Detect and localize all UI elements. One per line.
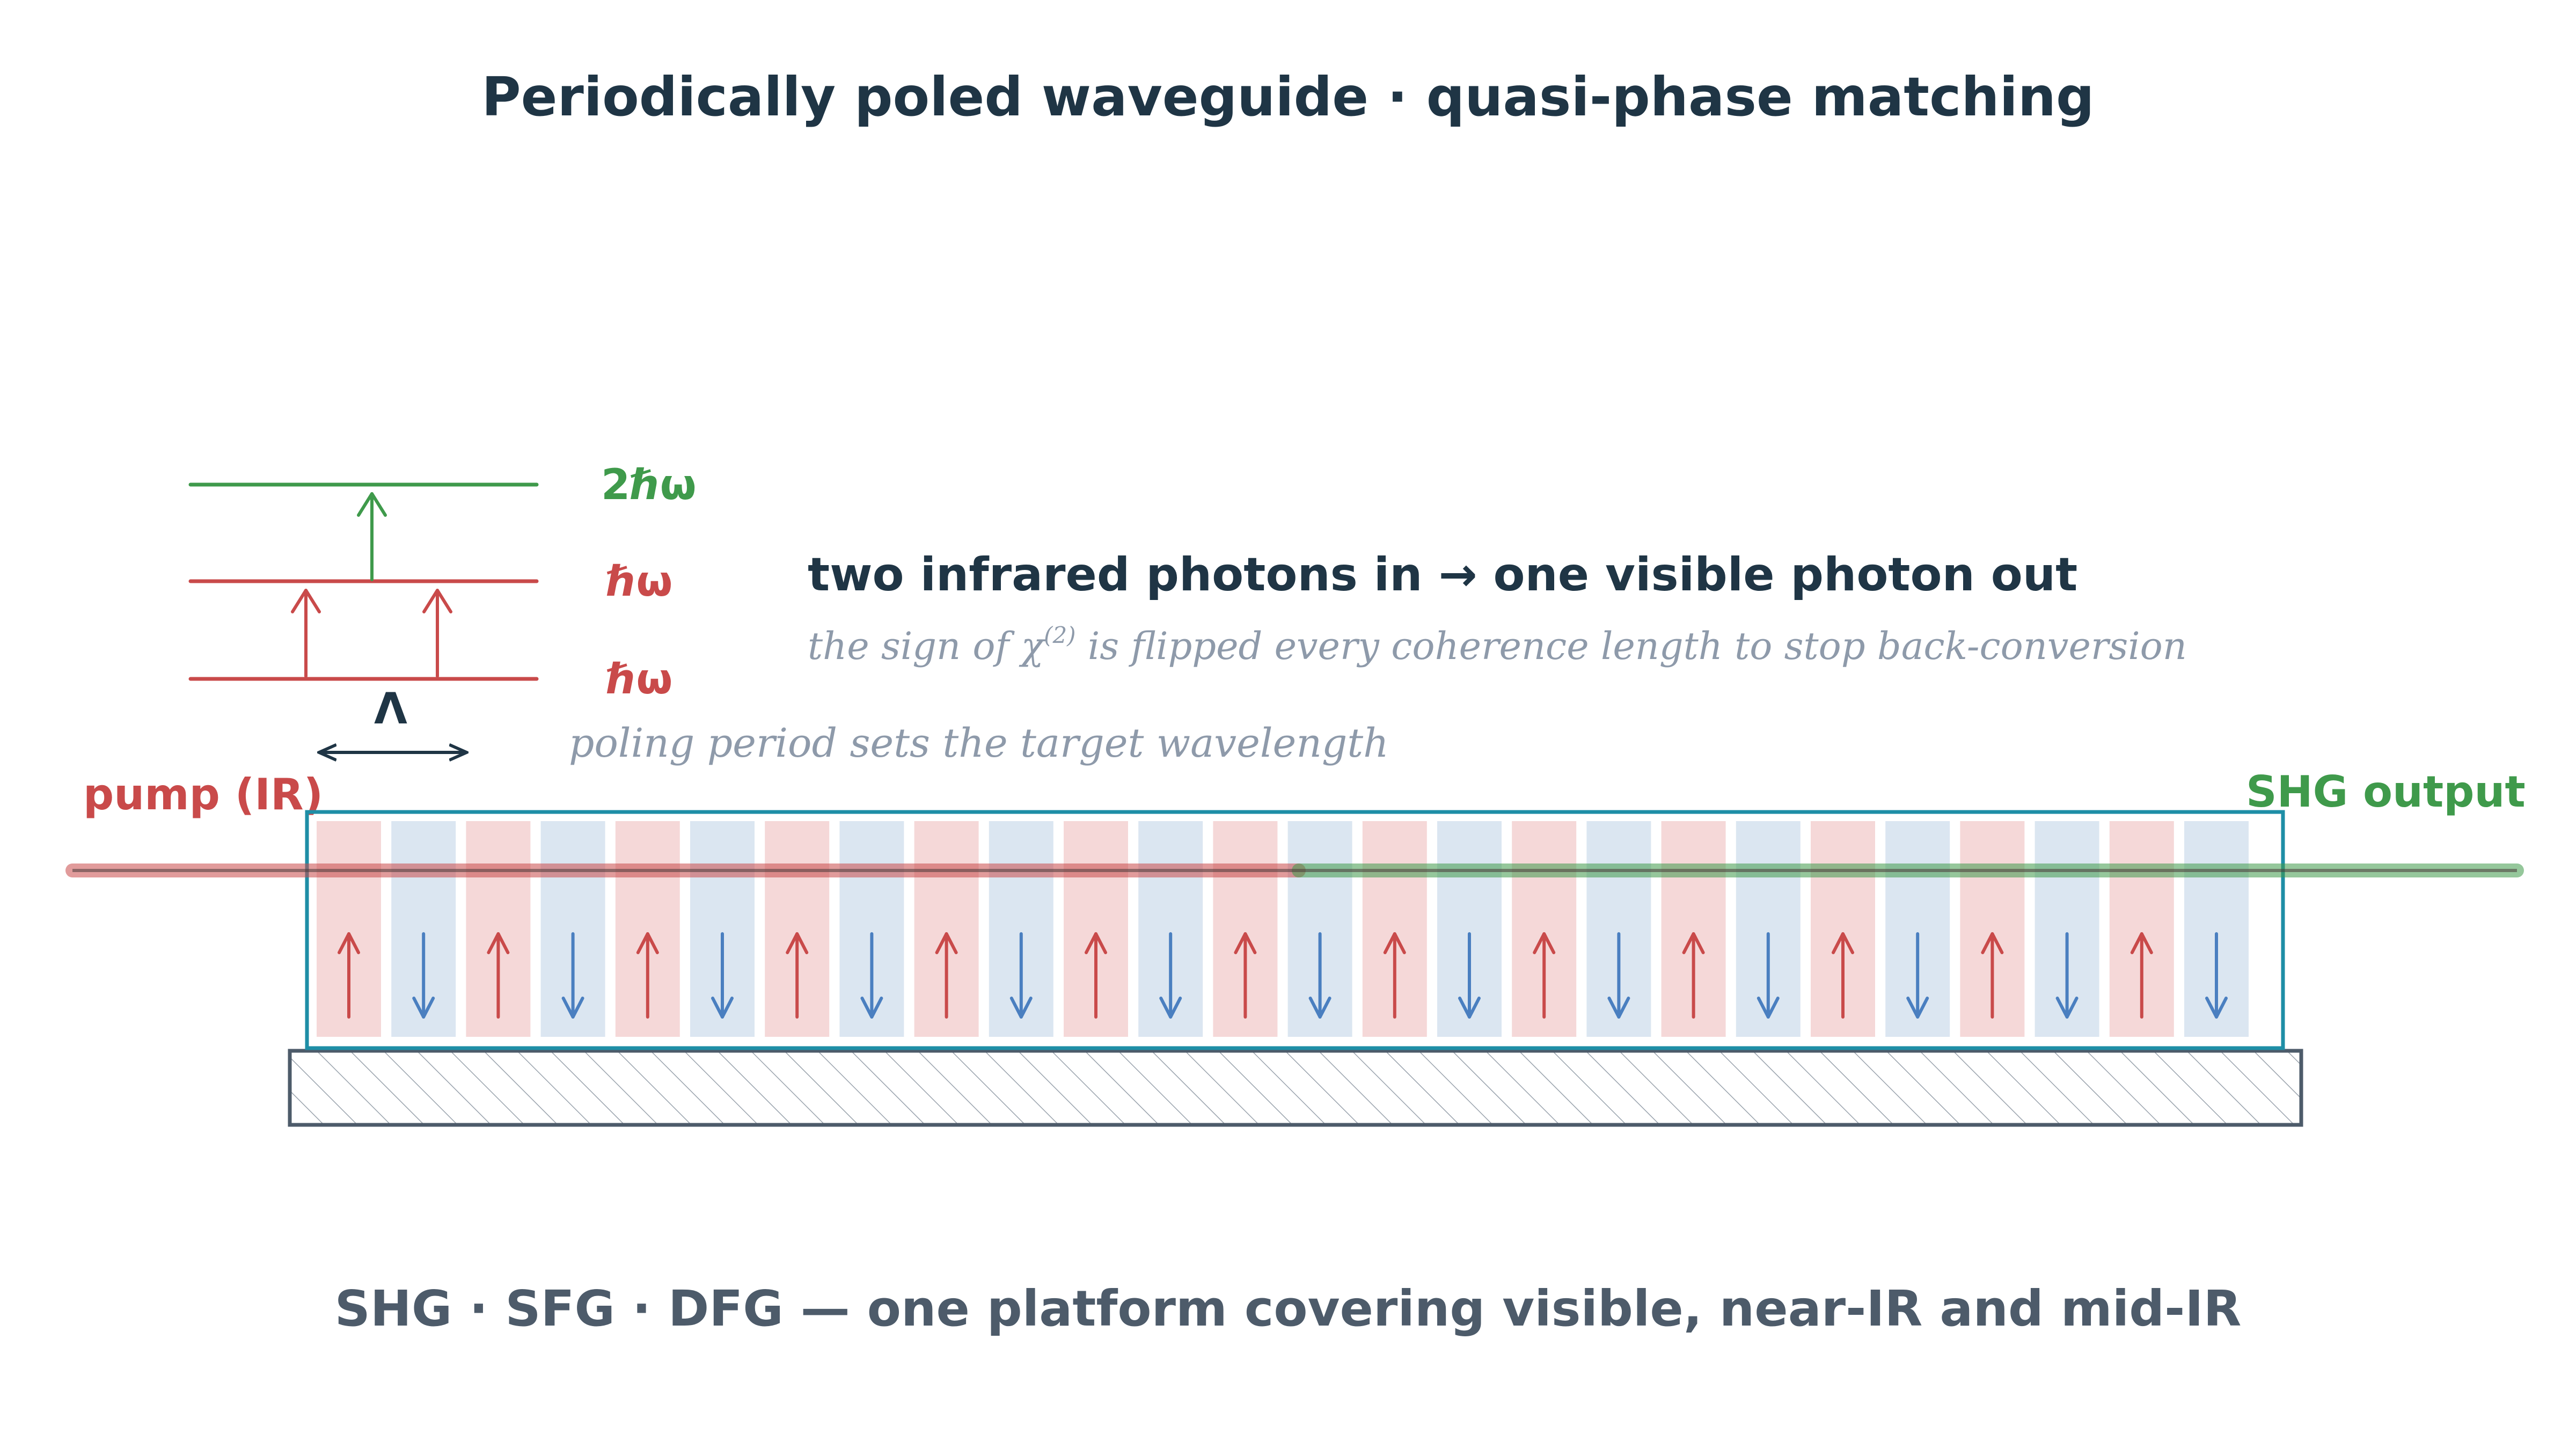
polarization-down-arrow — [1308, 932, 1331, 1019]
polarization-down-arrow — [1009, 932, 1033, 1019]
domain-down — [391, 821, 456, 1037]
domain-up — [615, 821, 680, 1037]
polarization-down-arrow — [412, 932, 435, 1019]
photon-arrow-ir-1 — [291, 589, 321, 678]
polarization-up-arrow — [935, 932, 958, 1019]
polarization-up-arrow — [1981, 932, 2004, 1019]
polarization-up-arrow — [1234, 932, 1257, 1019]
explanation-part-1: the sign of χ — [808, 624, 1046, 668]
domain-up — [1811, 821, 1875, 1037]
footer-caption: SHG · SFG · DFG — one platform covering … — [335, 1280, 2242, 1337]
diagram-title: Periodically poled waveguide · quasi-pha… — [481, 65, 2094, 128]
domain-down — [2184, 821, 2249, 1037]
polarization-up-arrow — [1085, 932, 1107, 1019]
explanation-part-2: is flipped every coherence length to sto… — [1076, 624, 2187, 668]
period-symbol: Λ — [374, 684, 407, 734]
polarization-up-arrow — [1682, 932, 1705, 1019]
poling-period-marker: Λ — [321, 684, 465, 752]
explanation-text: the sign of χ(2) is flipped every cohere… — [808, 622, 2187, 668]
polarization-down-arrow — [711, 932, 734, 1019]
domain-down — [839, 821, 904, 1037]
chi-superscript: (2) — [1044, 622, 1076, 648]
domain-up — [317, 821, 381, 1037]
domain-down — [1885, 821, 1950, 1037]
shg-output-label: SHG output — [2246, 767, 2526, 817]
polarization-up-arrow — [786, 932, 809, 1019]
domain-down — [989, 821, 1053, 1037]
domain-up — [1960, 821, 2025, 1037]
polarization-down-arrow — [1159, 932, 1182, 1019]
domain-up — [914, 821, 979, 1037]
polarization-down-arrow — [1607, 932, 1630, 1019]
level-label-2hw: 2ℏω — [601, 461, 697, 509]
energy-level-diagram: 2ℏω ℏω ℏω — [188, 461, 697, 704]
domain-up — [1362, 821, 1427, 1037]
domain-down — [540, 821, 605, 1037]
domain-up — [765, 821, 830, 1037]
domain-up — [2109, 821, 2174, 1037]
domain-up — [1213, 821, 1278, 1037]
polarization-down-arrow — [1757, 932, 1780, 1019]
polarization-down-arrow — [561, 932, 584, 1019]
polarization-up-arrow — [338, 932, 360, 1019]
domain-up — [1512, 821, 1577, 1037]
pump-label: pump (IR) — [83, 770, 323, 819]
headline-text: two infrared photons in → one visible ph… — [808, 548, 2077, 602]
waveguide-outline — [305, 810, 2285, 1050]
photon-arrow-visible — [357, 492, 387, 581]
period-caption: poling period sets the target wavelength — [569, 720, 1389, 766]
domain-down — [690, 821, 755, 1037]
polarization-up-arrow — [487, 932, 510, 1019]
poled-domains — [317, 821, 2249, 1037]
polarization-down-arrow — [860, 932, 883, 1019]
photon-arrow-ir-2 — [422, 589, 452, 678]
polarization-down-arrow — [2205, 932, 2228, 1019]
polarization-up-arrow — [1533, 932, 1556, 1019]
polarization-up-arrow — [636, 932, 659, 1019]
domain-down — [2035, 821, 2099, 1037]
polarization-down-arrow — [1458, 932, 1481, 1019]
domain-down — [1138, 821, 1203, 1037]
polarization-down-arrow — [1906, 932, 1929, 1019]
polarization-up-arrow — [1383, 932, 1406, 1019]
domain-up — [1064, 821, 1128, 1037]
domain-down — [1287, 821, 1352, 1037]
domain-up — [466, 821, 531, 1037]
substrate — [288, 1049, 2303, 1127]
domain-up — [1661, 821, 1726, 1037]
domain-down — [1736, 821, 1801, 1037]
level-label-hw-mid: ℏω — [606, 558, 672, 606]
polarization-up-arrow — [1832, 932, 1854, 1019]
domain-down — [1586, 821, 1651, 1037]
polarization-up-arrow — [2130, 932, 2153, 1019]
domain-down — [1437, 821, 1502, 1037]
polarization-down-arrow — [2055, 932, 2079, 1019]
level-label-hw-low: ℏω — [606, 655, 672, 704]
